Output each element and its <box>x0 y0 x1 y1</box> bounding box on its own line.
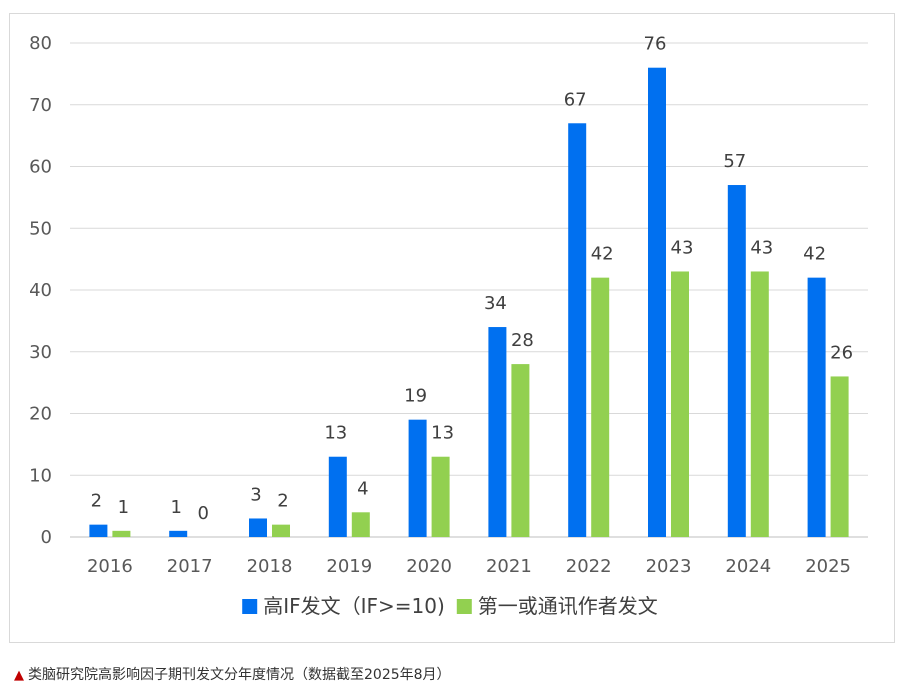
legend-label: 第一或通讯作者发文 <box>478 594 658 618</box>
data-label: 43 <box>750 237 773 258</box>
bar-high-if <box>169 530 188 537</box>
bar-high-if <box>807 277 826 537</box>
data-label: 2 <box>277 491 288 512</box>
data-label: 13 <box>431 423 454 444</box>
legend-item: 第一或通讯作者发文 <box>456 594 658 618</box>
legend-swatch <box>242 599 258 614</box>
bar-high-if <box>89 524 108 537</box>
data-label: 0 <box>197 503 208 524</box>
y-tick-label: 30 <box>29 342 52 363</box>
y-tick-label: 10 <box>29 465 52 486</box>
bar-first-author <box>830 376 849 537</box>
bar-high-if <box>727 185 746 537</box>
data-label: 42 <box>591 244 614 265</box>
x-tick-label: 2019 <box>326 556 372 577</box>
bar-first-author <box>591 277 610 537</box>
data-label: 43 <box>671 237 694 258</box>
y-tick-label: 40 <box>29 280 52 301</box>
bar-high-if <box>648 67 666 537</box>
data-label: 34 <box>484 293 507 314</box>
y-tick-label: 60 <box>29 157 52 178</box>
bar-high-if <box>249 518 267 537</box>
gridlines <box>70 42 868 538</box>
legend: 高IF发文（IF>=10) 第一或通讯作者发文 <box>242 594 658 618</box>
figure-caption: ▲ 类脑研究院高影响因子期刊发文分年度情况（数据截至2025年8月） <box>14 664 451 684</box>
bars <box>89 67 849 538</box>
y-tick-label: 70 <box>29 95 52 116</box>
y-tick-label: 50 <box>29 218 52 239</box>
bar-first-author <box>272 524 290 537</box>
legend-label: 高IF发文（IF>=10) <box>263 594 445 618</box>
x-tick-label: 2024 <box>725 556 771 577</box>
data-label: 19 <box>404 386 427 407</box>
x-tick-label: 2022 <box>566 556 612 577</box>
bar-first-author <box>112 530 131 537</box>
chart-frame <box>9 13 895 643</box>
x-tick-label: 2017 <box>167 556 213 577</box>
bar-first-author <box>351 512 370 537</box>
legend-item: 高IF发文（IF>=10) <box>242 594 445 618</box>
data-label: 4 <box>357 478 368 499</box>
caption-marker: ▲ <box>14 668 24 683</box>
bar-first-author <box>511 364 530 537</box>
x-tick-label: 2023 <box>646 556 692 577</box>
x-axis: 2016 2017 2018 2019 2020 2021 2022 2023 2024 2025 <box>87 556 851 577</box>
bar-first-author <box>750 271 769 537</box>
y-axis: 0 10 20 30 40 50 60 70 80 <box>29 33 52 548</box>
bar-high-if <box>328 456 347 537</box>
y-tick-label: 20 <box>29 404 52 425</box>
data-label: 1 <box>170 497 181 518</box>
bar-high-if <box>568 123 587 538</box>
data-label: 3 <box>250 484 261 505</box>
data-label: 28 <box>511 330 534 351</box>
data-label: 76 <box>644 34 667 55</box>
bar-first-author <box>431 456 450 537</box>
data-label: 42 <box>803 244 826 265</box>
x-tick-label: 2025 <box>805 556 851 577</box>
x-tick-label: 2021 <box>486 556 532 577</box>
bar-high-if <box>488 327 507 537</box>
x-tick-label: 2020 <box>406 556 452 577</box>
y-tick-label: 0 <box>41 527 52 548</box>
data-label: 2 <box>91 491 102 512</box>
data-label: 26 <box>830 342 853 363</box>
x-tick-label: 2018 <box>247 556 293 577</box>
legend-swatch <box>456 599 472 614</box>
y-tick-label: 80 <box>29 33 52 54</box>
x-tick-label: 2016 <box>87 556 133 577</box>
bar-high-if <box>408 419 427 537</box>
data-label: 57 <box>723 151 746 172</box>
caption-text: 类脑研究院高影响因子期刊发文分年度情况（数据截至2025年8月） <box>28 667 451 683</box>
data-label: 67 <box>564 89 587 110</box>
data-label: 1 <box>118 497 129 518</box>
bar-first-author <box>671 271 689 537</box>
data-label: 13 <box>324 423 347 444</box>
